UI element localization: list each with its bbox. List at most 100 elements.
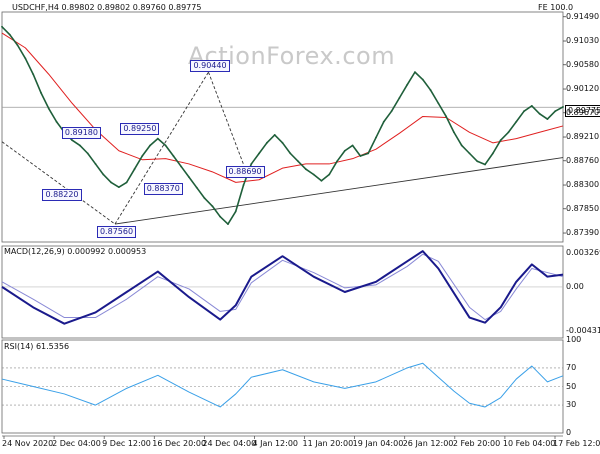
swing-label: 0.88370	[143, 182, 183, 195]
price-point	[203, 197, 206, 200]
price-point	[133, 168, 136, 171]
price-point	[141, 155, 144, 157]
swing-label: 0.90440	[190, 60, 230, 73]
price-point	[94, 163, 97, 165]
price-point	[258, 152, 261, 155]
price-point	[32, 73, 35, 76]
price-point	[16, 44, 19, 47]
price-point	[554, 110, 557, 113]
price-point	[47, 107, 50, 110]
price-header-label: USDCHF,H4 0.89802 0.89802 0.89760 0.8977…	[12, 3, 202, 12]
trendline-dashed	[1, 141, 116, 225]
price-point	[40, 91, 42, 94]
price-tick-label: 0.88760	[566, 155, 600, 165]
price-point	[227, 223, 229, 225]
price-point	[429, 89, 432, 91]
macd-label: MACD(12,26,9) 0.000992 0.000953	[4, 247, 147, 256]
price-point	[79, 144, 81, 147]
price-point	[398, 97, 401, 99]
price-point	[242, 184, 245, 186]
time-tick-label: 11 Jan 20:00	[302, 439, 354, 448]
price-point	[484, 163, 486, 166]
price-point	[351, 144, 354, 147]
price-point	[406, 83, 409, 86]
price-point	[421, 78, 424, 81]
time-tick-label: 24 Nov 2020	[2, 439, 54, 448]
price-point	[304, 168, 307, 171]
macd-tick-label: -0.004316	[566, 326, 600, 335]
price-point	[515, 120, 518, 123]
price-point	[219, 215, 222, 218]
macd-tick-label: 0.003269	[566, 248, 600, 258]
price-point	[102, 173, 105, 176]
price-point	[117, 186, 120, 189]
price-tick-label: 0.88300	[566, 180, 600, 190]
price-point	[297, 160, 299, 163]
price-point	[273, 134, 276, 136]
price-point	[562, 106, 564, 108]
price-point	[188, 176, 190, 179]
price-tick-label: 0.87850	[566, 203, 600, 213]
time-tick-label: 2 Feb 20:00	[452, 439, 501, 448]
trendline-dashed	[208, 71, 244, 165]
price-point	[507, 131, 510, 134]
price-point	[8, 33, 11, 36]
price-tick-label: 0.91490	[566, 11, 600, 21]
macd-signal-line	[1, 253, 564, 321]
price-point	[1, 25, 3, 28]
current-price-tag: 0.89775	[565, 105, 600, 117]
trendline-solid	[114, 157, 564, 225]
price-tick-label: 0.89210	[566, 132, 600, 142]
swing-label: 0.89250	[120, 122, 160, 135]
price-point	[523, 110, 525, 113]
price-point	[499, 139, 502, 142]
price-point	[538, 112, 541, 115]
rsi-tick-label: 30	[566, 400, 577, 410]
price-point	[476, 160, 479, 163]
price-point	[266, 141, 268, 144]
price-point	[172, 155, 175, 157]
time-tick-label: 24 Dec 04:00	[202, 439, 257, 448]
macd-tick-label: 0.00	[566, 281, 584, 291]
trendline-dashed	[114, 71, 209, 225]
price-point	[437, 102, 440, 105]
price-point	[343, 149, 346, 152]
price-point	[382, 120, 385, 123]
price-point	[71, 139, 74, 142]
pane-price-frame	[1, 11, 564, 243]
price-point	[234, 210, 237, 213]
price-point	[289, 152, 292, 155]
price-point	[125, 181, 128, 184]
price-point	[156, 137, 159, 140]
price-point	[491, 152, 494, 155]
price-point	[453, 131, 455, 134]
price-point	[180, 165, 183, 168]
price-point	[250, 163, 253, 165]
price-point	[546, 118, 549, 120]
pane-macd-frame	[1, 245, 564, 339]
price-point	[149, 144, 151, 147]
price-point	[86, 152, 89, 155]
price-tick-label: 0.90120	[566, 84, 600, 94]
macd-main-line	[1, 250, 564, 325]
price-point	[336, 160, 338, 163]
swing-label: 0.88220	[42, 189, 82, 202]
rsi-tick-label: 100	[566, 335, 582, 344]
swing-label: 0.88690	[225, 166, 265, 179]
price-tick-label: 0.91030	[566, 36, 600, 45]
price-point	[390, 110, 393, 113]
price-point	[359, 155, 362, 157]
time-tick-label: 26 Jan 12:00	[402, 439, 454, 448]
price-point	[281, 141, 284, 144]
time-tick-label: 17 Feb 12:00	[553, 439, 600, 448]
price-point	[414, 71, 416, 74]
rsi-line	[1, 362, 564, 408]
swing-label: 0.89180	[61, 126, 101, 139]
price-point	[460, 144, 463, 147]
price-tick-label: 0.89670	[566, 107, 600, 117]
rsi-tick-label: 50	[566, 381, 577, 391]
time-tick-label: 9 Dec 12:00	[102, 439, 151, 448]
time-tick-label: 19 Jan 04:00	[352, 439, 404, 448]
price-tick-label: 0.90580	[566, 59, 600, 69]
